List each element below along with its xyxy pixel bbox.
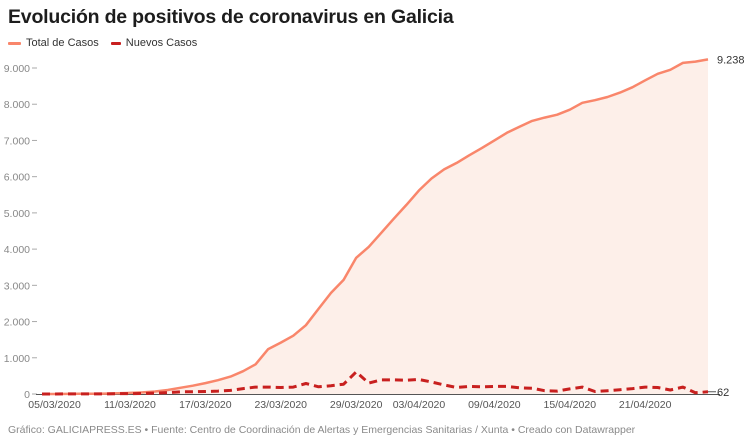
y-tick-label: 9.000	[4, 63, 30, 75]
x-tick-label: 03/04/2020	[393, 399, 446, 411]
x-tick-label: 05/03/2020	[28, 399, 81, 411]
y-tick-label: 1.000	[4, 353, 30, 365]
nuevos-casos-line	[42, 370, 709, 396]
x-tick-label: 09/04/2020	[468, 399, 521, 411]
y-tick-label: 6.000	[4, 172, 30, 184]
y-tick-label: 0	[24, 389, 30, 401]
legend-label-total: Total de Casos	[26, 37, 99, 49]
y-tick-label: 2.000	[4, 317, 30, 329]
legend: Total de Casos Nuevos Casos	[8, 37, 209, 49]
y-tick-label: 5.000	[4, 208, 30, 220]
legend-swatch-total	[8, 41, 21, 45]
x-tick-label: 23/03/2020	[254, 399, 307, 411]
x-tick-label: 15/04/2020	[543, 399, 596, 411]
x-tick-label: 11/03/2020	[104, 399, 156, 411]
y-tick-label: 4.000	[4, 244, 30, 256]
x-tick-label: 21/04/2020	[619, 399, 672, 411]
legend-swatch-nuevos	[110, 41, 121, 45]
chart-title: Evolución de positivos de coronavirus en…	[8, 6, 454, 28]
y-tick-label: 8.000	[4, 99, 30, 111]
y-tick-label: 3.000	[4, 280, 30, 292]
y-tick-label: 7.000	[4, 135, 30, 147]
total-area	[42, 59, 708, 395]
total-casos-line	[42, 58, 709, 396]
chart-footer: Gráfico: GALICIAPRESS.ES • Fuente: Centr…	[8, 424, 636, 436]
x-tick-label: 29/03/2020	[330, 399, 383, 411]
total-end-label: 9.238	[717, 54, 745, 66]
nuevos-end-label: 62	[717, 387, 729, 399]
legend-item-nuevos: Nuevos Casos	[110, 37, 198, 49]
legend-item-total: Total de Casos	[8, 37, 99, 49]
x-tick-label: 17/03/2020	[179, 399, 232, 411]
legend-label-nuevos: Nuevos Casos	[125, 37, 198, 49]
